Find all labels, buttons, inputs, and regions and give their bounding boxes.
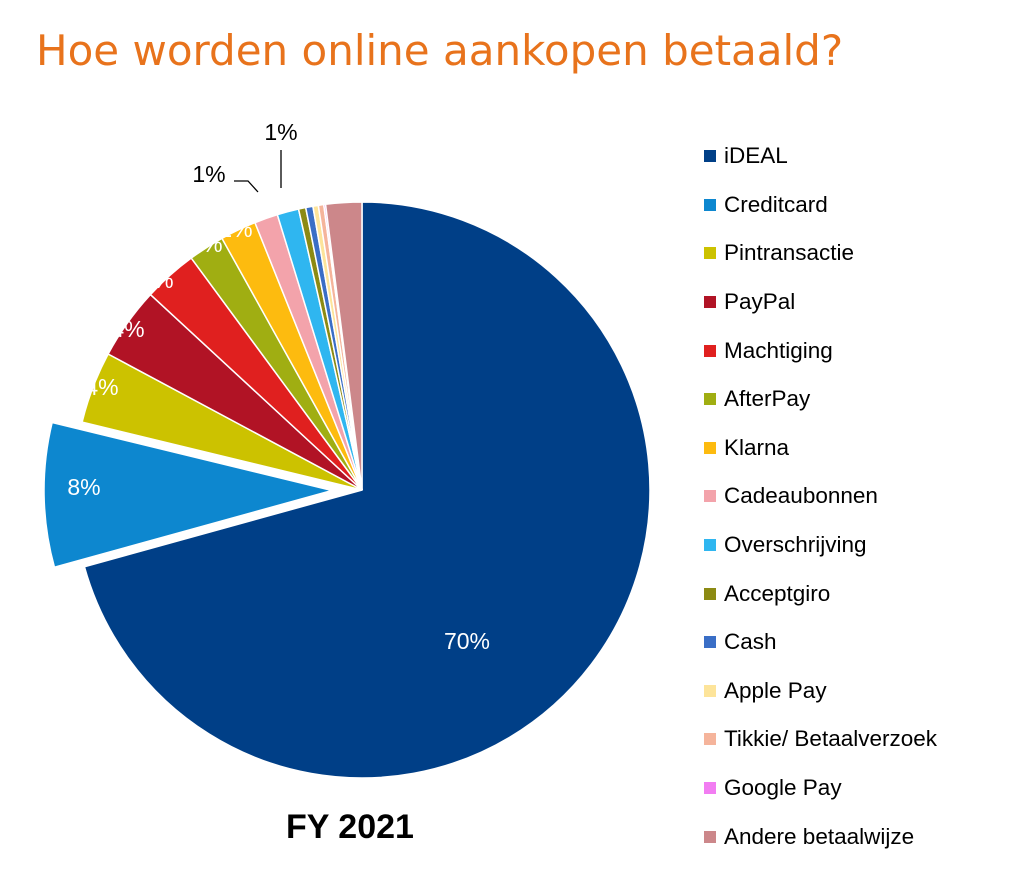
legend-swatch xyxy=(704,344,716,357)
legend-swatch xyxy=(704,636,716,649)
legend-label: Cadeaubonnen xyxy=(724,483,878,509)
legend-swatch xyxy=(704,684,716,697)
legend-swatch xyxy=(704,296,716,309)
data-label-cadeaubonnen: 1% xyxy=(192,161,225,187)
legend-swatch xyxy=(704,490,716,503)
legend-label: Pintransactie xyxy=(724,240,855,266)
legend-item-machtiging: Machtiging xyxy=(704,326,1014,375)
data-label-machtiging: 3% xyxy=(140,267,173,293)
data-label-overschrijving: 1% xyxy=(264,119,297,145)
legend-label: AfterPay xyxy=(724,386,811,412)
legend-swatch xyxy=(704,782,716,795)
legend-swatch xyxy=(704,830,716,843)
legend-swatch xyxy=(704,198,716,211)
legend-label: Andere betaalwijze xyxy=(724,823,915,849)
legend-label: Apple Pay xyxy=(724,677,827,703)
legend-item-overschrijving: Overschrijving xyxy=(704,521,1014,570)
legend-label: Overschrijving xyxy=(724,532,867,558)
data-label-klarna: 2% xyxy=(219,216,252,242)
legend-item-pintransactie: Pintransactie xyxy=(704,229,1014,278)
legend-item-ideal: iDEAL xyxy=(704,132,1014,181)
legend-item-tikkie-betaalverzoek: Tikkie/ Betaalverzoek xyxy=(704,715,1014,764)
legend-item-cadeaubonnen: Cadeaubonnen xyxy=(704,472,1014,521)
legend-swatch xyxy=(704,539,716,552)
legend-item-paypal: PayPal xyxy=(704,278,1014,327)
data-label-afterpay: 2% xyxy=(189,231,222,257)
legend-swatch xyxy=(704,247,716,260)
data-label-pintransactie: 4% xyxy=(85,374,118,400)
legend-swatch xyxy=(704,441,716,454)
legend-item-google-pay: Google Pay xyxy=(704,764,1014,813)
pie-slice-andere-betaalwijze xyxy=(324,201,363,491)
pie-slice-creditcard xyxy=(43,421,335,569)
legend-item-andere-betaalwijze: Andere betaalwijze xyxy=(704,812,1014,861)
pie-slice-ideal xyxy=(83,201,651,779)
legend-swatch xyxy=(704,150,716,163)
chart-subtitle: FY 2021 xyxy=(286,808,414,846)
legend-label: iDEAL xyxy=(724,143,788,169)
legend-swatch xyxy=(704,587,716,600)
legend-swatch xyxy=(704,393,716,406)
legend-label: Klarna xyxy=(724,434,790,460)
legend: iDEAL Creditcard Pintransactie PayPal Machti… xyxy=(704,132,1014,861)
legend-label: Creditcard xyxy=(724,191,828,217)
legend-item-afterpay: AfterPay xyxy=(704,375,1014,424)
leader-line-cadeaubonnen xyxy=(234,180,259,193)
data-label-ideal: 70% xyxy=(444,628,490,654)
legend-item-cash: Cash xyxy=(704,618,1014,667)
legend-item-apple-pay: Apple Pay xyxy=(704,667,1014,716)
legend-label: Tikkie/ Betaalverzoek xyxy=(724,726,938,752)
legend-label: Acceptgiro xyxy=(724,580,831,606)
data-label-paypal: 4% xyxy=(111,316,144,342)
legend-item-klarna: Klarna xyxy=(704,424,1014,473)
legend-label: Cash xyxy=(724,629,777,655)
legend-swatch xyxy=(704,733,716,746)
legend-label: Machtiging xyxy=(724,337,833,363)
chart-title: Hoe worden online aankopen betaald? xyxy=(36,26,844,75)
data-label-creditcard: 8% xyxy=(67,474,100,500)
legend-label: Google Pay xyxy=(724,775,842,801)
legend-label: PayPal xyxy=(724,289,796,315)
legend-item-creditcard: Creditcard xyxy=(704,181,1014,230)
legend-item-acceptgiro: Acceptgiro xyxy=(704,569,1014,618)
